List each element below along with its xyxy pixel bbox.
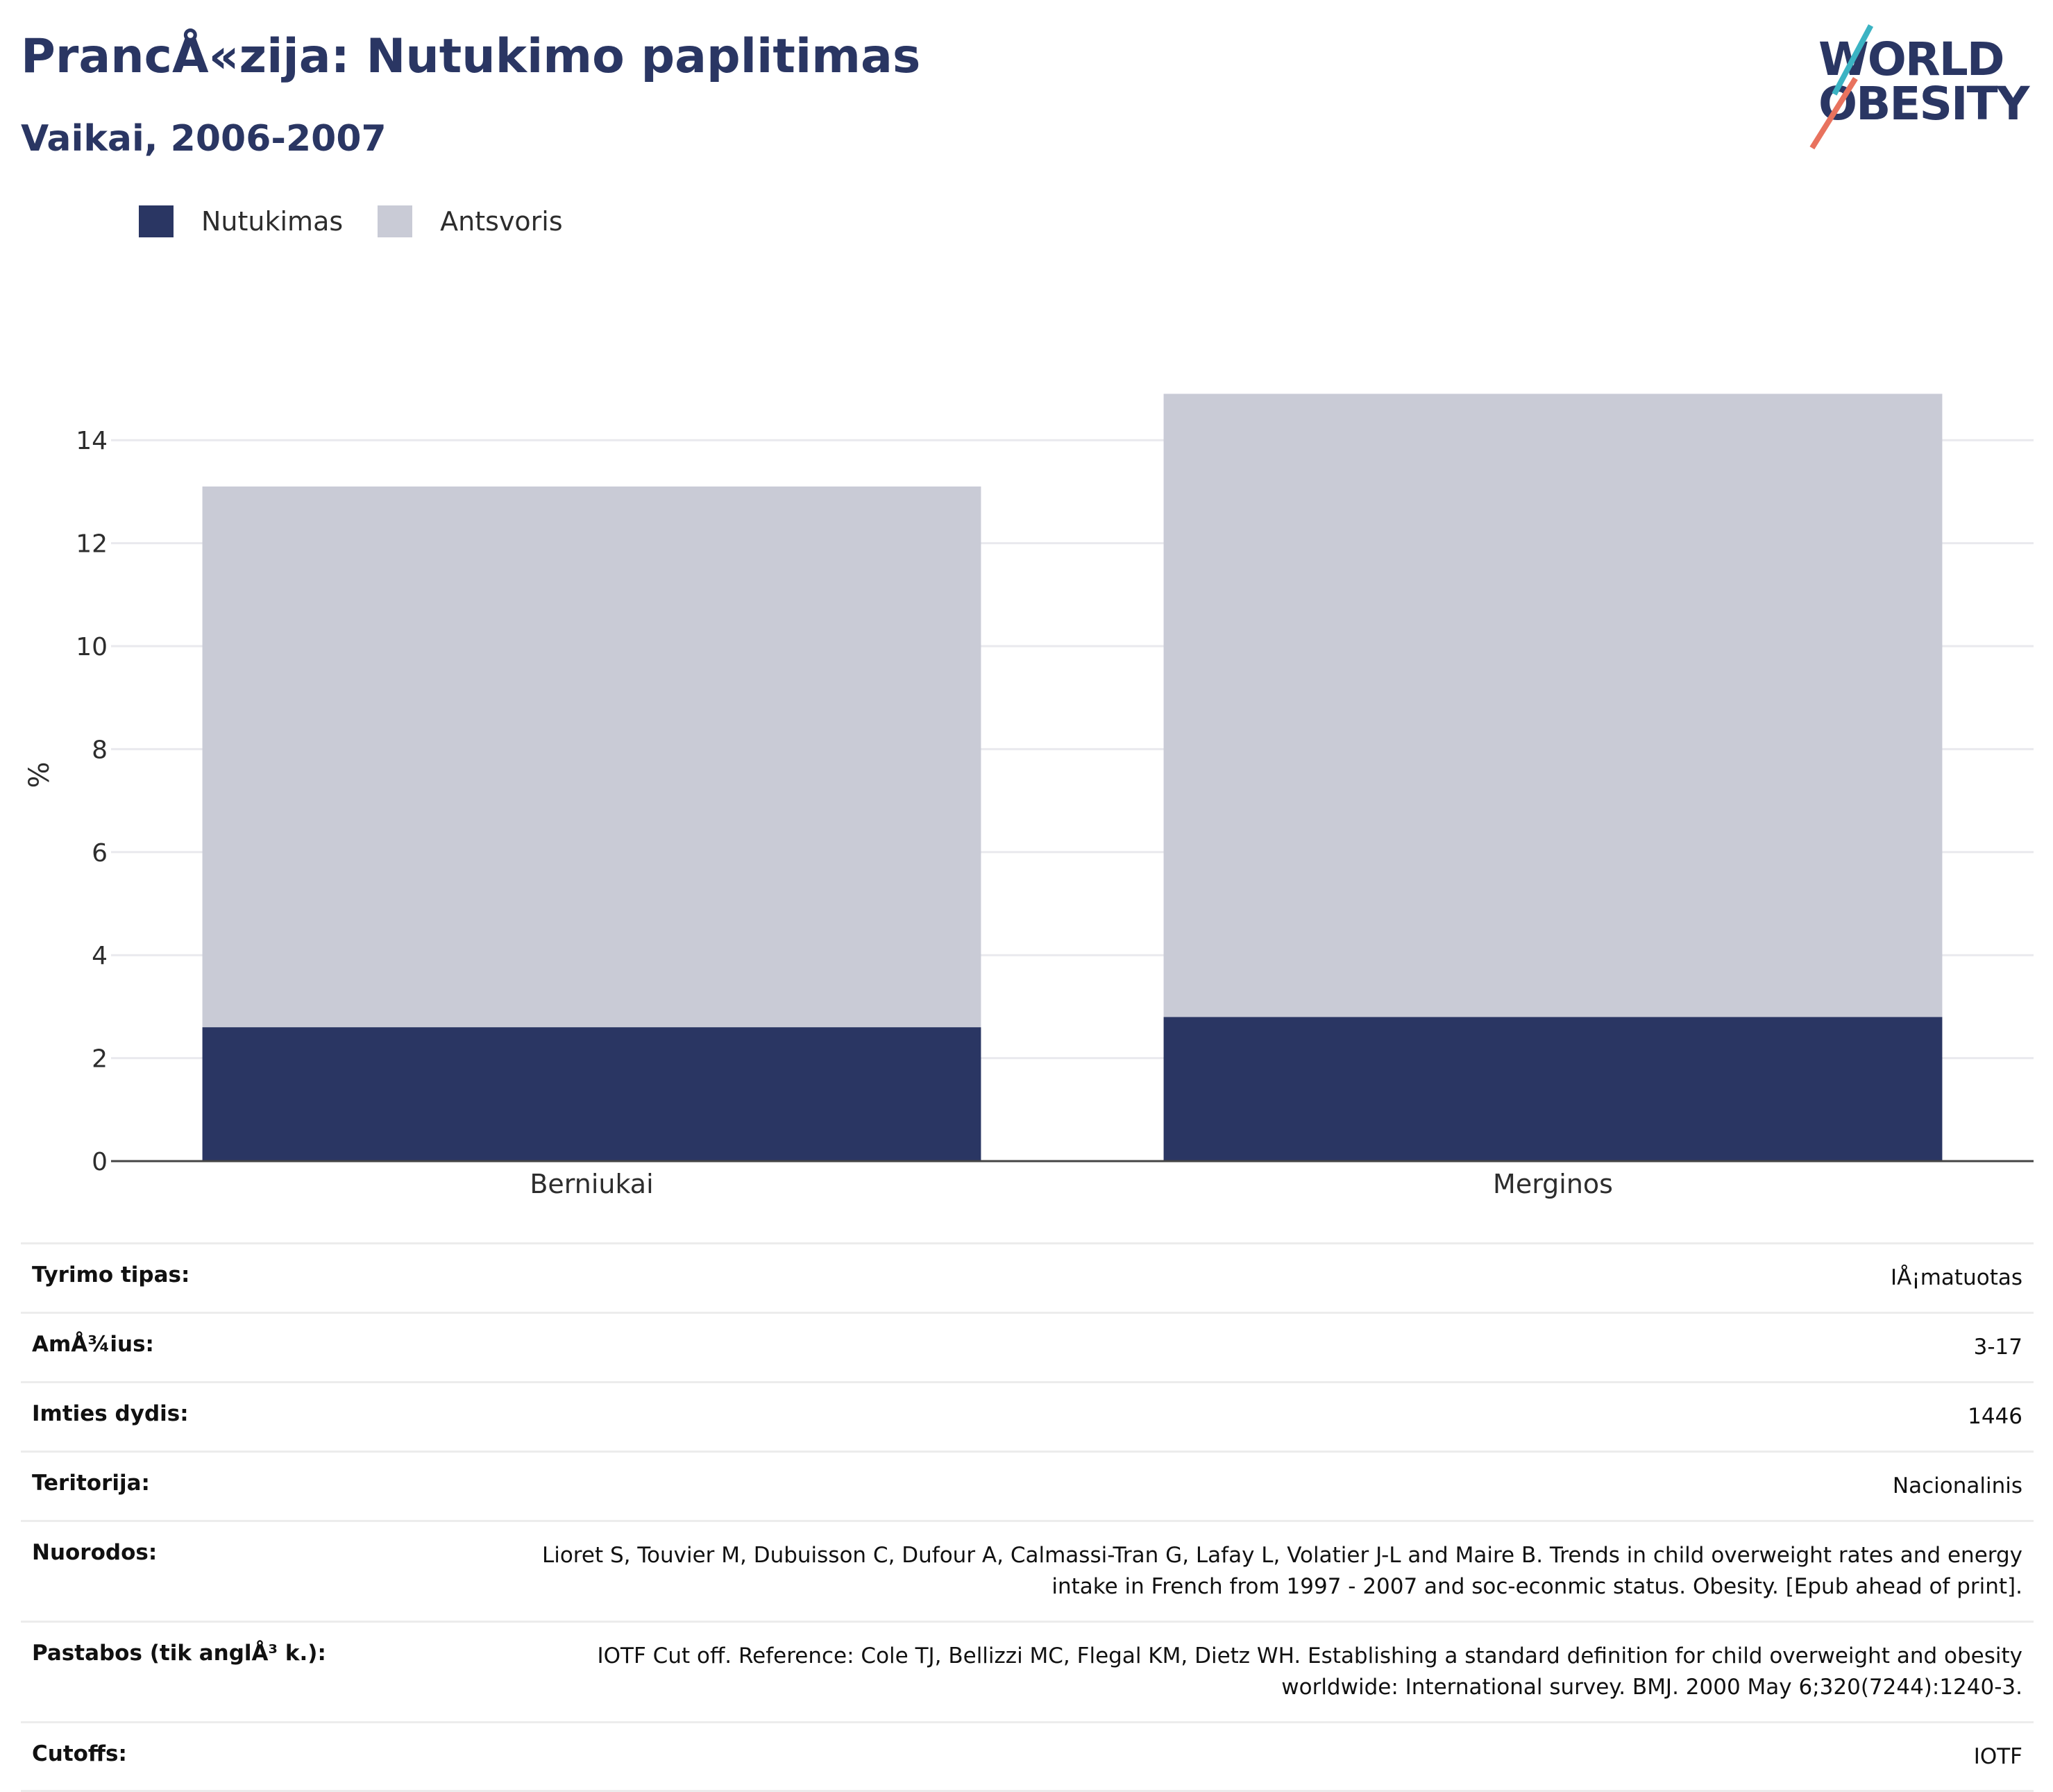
info-value: 3-17 bbox=[529, 1311, 2034, 1383]
y-tick-label-0: 0 bbox=[92, 1148, 108, 1176]
info-row: Nuorodos: Lioret S, Touvier M, Dubuisson … bbox=[21, 1519, 2034, 1622]
y-tick-label-4: 4 bbox=[92, 942, 108, 970]
info-value: 1446 bbox=[529, 1380, 2034, 1452]
info-value: IÅ¡matuotas bbox=[529, 1242, 2034, 1313]
chart-subtitle: Vaikai, 2006-2007 bbox=[21, 118, 387, 160]
info-value: IOTF Cut off. Reference: Cole TJ, Belliz… bbox=[529, 1620, 2034, 1722]
info-value: Lioret S, Touvier M, Dubuisson C, Dufour… bbox=[529, 1519, 2034, 1622]
x-tick-label-berniukai: Berniukai bbox=[530, 1169, 653, 1199]
logo-line-2: OBESITY bbox=[1818, 77, 2029, 130]
info-value: IOTF bbox=[529, 1721, 2034, 1792]
y-tick-label-12: 12 bbox=[76, 530, 108, 559]
info-row: Cutoffs: IOTF bbox=[21, 1721, 2034, 1792]
info-key: Tyrimo tipas: bbox=[21, 1242, 529, 1313]
legend-label-nutukimas: Nutukimas bbox=[201, 206, 344, 237]
y-tick-label-10: 10 bbox=[76, 633, 108, 661]
y-axis-label: % bbox=[24, 761, 56, 788]
bar-nutukimas-berniukai: Nutukimas: 2.6 bbox=[202, 1027, 981, 1161]
info-key: Teritorija: bbox=[21, 1450, 529, 1521]
y-tick-label-8: 8 bbox=[92, 736, 108, 764]
info-key: Nuorodos: bbox=[21, 1519, 529, 1622]
info-key: AmÅ¾ius: bbox=[21, 1311, 529, 1383]
legend-swatch-nutukimas bbox=[139, 205, 174, 237]
legend-item-nutukimas[interactable]: Nutukimas bbox=[139, 205, 343, 237]
info-row: Teritorija: Nacionalinis bbox=[21, 1450, 2034, 1521]
chart-title: PrancÅ«zija: Nutukimo paplitimas bbox=[21, 29, 921, 84]
bar-chart: 0 2 4 6 8 10 12 14% Nutukimas: 2.6Antsvoris: 10.… bbox=[24, 394, 2034, 1199]
y-tick-label-2: 2 bbox=[92, 1045, 108, 1074]
info-value: Nacionalinis bbox=[529, 1450, 2034, 1521]
world-obesity-logo[interactable]: WORLD OBESITY bbox=[1805, 17, 2041, 150]
info-row: Pastabos (tik anglÅ³ k.): IOTF Cut off. R… bbox=[21, 1620, 2034, 1722]
info-row: Imties dydis: 1446 bbox=[21, 1380, 2034, 1452]
x-tick-label-merginos: Merginos bbox=[1493, 1169, 1613, 1199]
info-key: Pastabos (tik anglÅ³ k.): bbox=[21, 1620, 529, 1722]
study-info-table: Tyrimo tipas: IÅ¡matuotas AmÅ¾ius: 3-17 Imti… bbox=[21, 1242, 2034, 1792]
chart-legend: Nutukimas Antsvoris bbox=[139, 205, 598, 237]
legend-swatch-antsvoris bbox=[378, 205, 413, 237]
info-key: Imties dydis: bbox=[21, 1380, 529, 1452]
legend-label-antsvoris: Antsvoris bbox=[440, 206, 563, 237]
y-tick-label-6: 6 bbox=[92, 839, 108, 868]
bar-antsvoris-berniukai: Antsvoris: 10.5 bbox=[202, 486, 981, 1028]
bar-antsvoris-merginos: Antsvoris: 12.1 bbox=[1163, 394, 1943, 1017]
bar-nutukimas-merginos: Nutukimas: 2.8 bbox=[1163, 1017, 1943, 1161]
legend-item-antsvoris[interactable]: Antsvoris bbox=[378, 205, 563, 237]
info-row: AmÅ¾ius: 3-17 bbox=[21, 1311, 2034, 1383]
y-tick-label-14: 14 bbox=[76, 427, 108, 455]
info-row: Tyrimo tipas: IÅ¡matuotas bbox=[21, 1242, 2034, 1313]
info-key: Cutoffs: bbox=[21, 1721, 529, 1792]
